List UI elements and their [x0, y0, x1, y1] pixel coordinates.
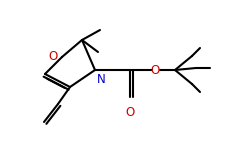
- Text: N: N: [97, 73, 106, 86]
- Text: O: O: [150, 64, 160, 76]
- Text: O: O: [49, 50, 58, 64]
- Text: O: O: [125, 106, 135, 119]
